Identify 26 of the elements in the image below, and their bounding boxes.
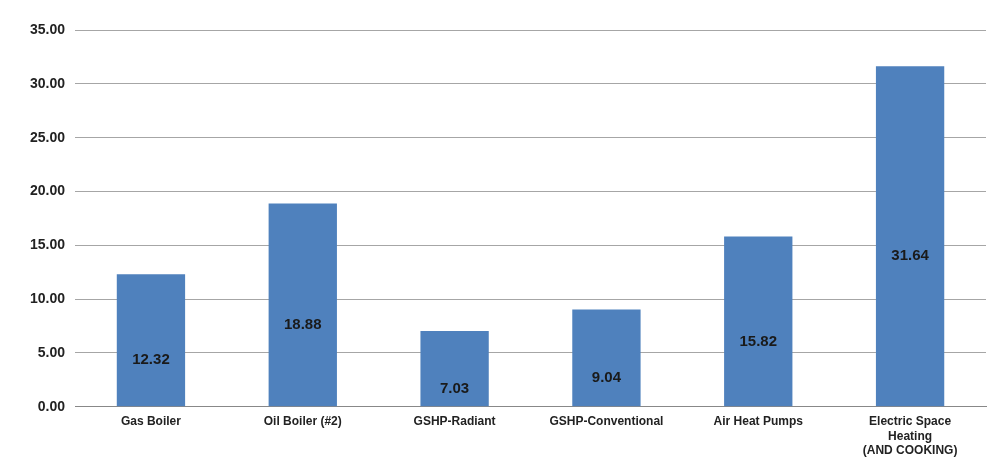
data-label: 12.32 [132, 350, 170, 368]
bar [875, 66, 945, 407]
y-tick-label: 20.00 [29, 182, 66, 199]
bar [724, 236, 793, 407]
data-label: 18.88 [284, 315, 322, 333]
y-tick-label: 5.00 [37, 343, 66, 360]
y-tick-label: 15.00 [29, 236, 66, 253]
bar [420, 331, 489, 407]
y-tick-label: 10.00 [29, 290, 66, 306]
x-tick-label: Electric Space Heating (AND COOKING) [862, 414, 958, 458]
x-tick-label: GSHP-Conventional [549, 414, 664, 429]
x-tick-label: Air Heat Pumps [713, 414, 804, 429]
x-tick-label: GSHP-Radiant [413, 414, 496, 429]
x-tick-label: Oil Boiler (#2) [263, 414, 342, 429]
data-label: 9.04 [591, 368, 622, 386]
bar [572, 309, 641, 407]
bar [268, 203, 337, 407]
y-tick-label: 35.00 [29, 20, 66, 37]
data-label: 31.64 [891, 246, 930, 264]
y-tick-label: 0.00 [37, 397, 66, 414]
y-tick-label: 30.00 [29, 74, 66, 91]
y-tick-label: 25.00 [29, 128, 66, 145]
data-label: 7.03 [440, 378, 470, 396]
bar [116, 274, 186, 407]
data-label: 15.82 [739, 331, 778, 349]
x-tick-label: Gas Boiler [120, 414, 182, 429]
